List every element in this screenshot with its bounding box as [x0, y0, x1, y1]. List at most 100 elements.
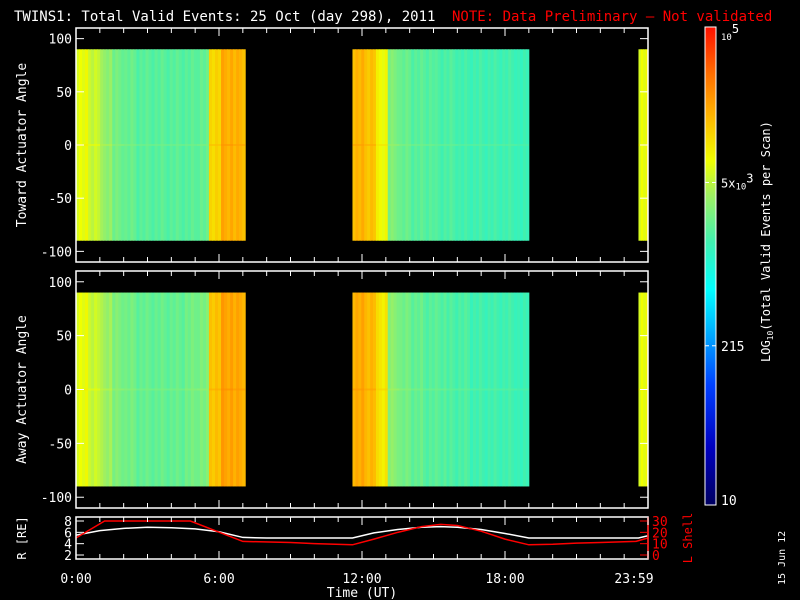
- heatmap-cell-zero-angle: [172, 388, 185, 391]
- x-tick-label: 23:59: [614, 572, 653, 587]
- y-tick-label: -100: [41, 245, 72, 260]
- heatmap-cell-zero-angle: [136, 144, 149, 146]
- tick-base: 10: [735, 182, 746, 192]
- y-tick-label: 100: [49, 276, 72, 291]
- heatmap-cell-zero-angle: [423, 388, 435, 391]
- heatmap-cell-zero-angle: [493, 144, 506, 146]
- heatmap-cell-zero-angle: [399, 388, 412, 391]
- x-tick-label: 0:00: [60, 572, 91, 587]
- heatmap-cell-zero-angle: [148, 144, 161, 146]
- heatmap-cell-zero-angle: [112, 388, 125, 391]
- colorbar-title-main: LOG: [759, 340, 773, 362]
- colorbar: LOG10(Total Valid Events per Scan) 1055x…: [704, 22, 775, 509]
- heatmap-cell-zero-angle: [375, 388, 388, 391]
- heatmap-cell-zero-angle: [100, 144, 113, 146]
- heatmap-cell-zero-angle: [387, 388, 400, 391]
- heatmap-cell-zero-angle: [124, 388, 137, 391]
- heatmap-cell-zero-angle: [399, 144, 412, 146]
- heatmap-cell-zero-angle: [493, 388, 506, 391]
- y2-tick-label: 30: [652, 515, 668, 530]
- colorbar-tick-label: 215: [721, 340, 744, 355]
- heatmap-cell-zero-angle: [172, 144, 185, 146]
- heatmap-cell-zero-angle: [112, 144, 125, 146]
- heatmap-cell-zero-angle: [160, 388, 173, 391]
- heatmap-cell-zero-angle: [458, 144, 471, 146]
- radius-line: [76, 525, 648, 539]
- y2-axis-label: L Shell: [681, 513, 695, 564]
- heatmap-cell-zero-angle: [517, 388, 529, 391]
- heatmap-cell-zero-angle: [423, 144, 435, 146]
- heatmap-cell-zero-angle: [184, 388, 197, 391]
- y-tick-label: -50: [49, 437, 72, 452]
- y-tick-label: 0: [64, 384, 72, 399]
- heatmap-cell-zero-angle: [481, 144, 494, 146]
- heatmap-cell-zero-angle: [148, 388, 161, 391]
- y2-tick-label: 10: [652, 538, 668, 553]
- heatmap-cell-zero-angle: [100, 388, 113, 391]
- preliminary-note: NOTE: Data Preliminary — Not validated: [452, 9, 772, 25]
- heatmap-cell-zero-angle: [352, 388, 365, 391]
- colorbar-title: LOG10(Total Valid Events per Scan): [759, 121, 775, 362]
- colorbar-title-rest: (Total Valid Events per Scan): [759, 121, 773, 331]
- date-stamp: 15 Jun 12: [777, 531, 788, 585]
- heatmap-cell-zero-angle: [88, 388, 101, 391]
- heatmap-cell-zero-angle: [221, 388, 234, 391]
- colorbar-title-sub: 10: [766, 330, 775, 340]
- heatmap-cell-zero-angle: [411, 144, 424, 146]
- y-tick-label: 8: [64, 515, 72, 530]
- heatmap-cell-zero-angle: [458, 388, 471, 391]
- heatmap-cell-zero-angle: [352, 144, 365, 146]
- heatmap-cell-zero-angle: [364, 388, 376, 391]
- heatmap-cell-zero-angle: [196, 388, 209, 391]
- heatmap-cell-zero-angle: [208, 144, 222, 146]
- heatmap-cell-zero-angle: [184, 144, 197, 146]
- y-tick-label: 6: [64, 526, 72, 541]
- heatmap-cell-zero-angle: [221, 144, 234, 146]
- colorbar-tick-label: 10: [721, 494, 737, 509]
- heatmap-cell-zero-angle: [375, 144, 388, 146]
- heatmap-cell-zero-angle: [505, 388, 518, 391]
- tick-exponent: 3: [746, 171, 753, 185]
- heatmap-panel-0: 100 50 0 -50 -100 Toward Actuator Angle: [15, 27, 649, 263]
- y-tick-label: 0: [64, 139, 72, 154]
- heatmap-cell-zero-angle: [88, 144, 101, 146]
- heatmap-cell-zero-angle: [434, 388, 447, 391]
- heatmap-cell-zero-angle: [434, 144, 447, 146]
- y-tick-label: 4: [64, 538, 72, 553]
- colorbar-scale: [704, 26, 717, 506]
- x-tick-label: 18:00: [485, 572, 524, 587]
- heatmap-cell-zero-angle: [505, 144, 518, 146]
- y-axis-label: Toward Actuator Angle: [15, 63, 30, 228]
- y-axis-label: R [RE]: [15, 516, 29, 559]
- y-tick-label: 50: [56, 330, 72, 345]
- y2-tick-label: 20: [652, 526, 668, 541]
- heatmap-cell-zero-angle: [208, 388, 222, 391]
- colorbar-tick-label: 105: [721, 22, 739, 43]
- x-tick-label: 12:00: [342, 572, 381, 587]
- y-tick-label: 100: [49, 33, 72, 48]
- x-axis-label: Time (UT): [327, 586, 397, 600]
- heatmap-cell-zero-angle: [364, 144, 376, 146]
- heatmap-cell-zero-angle: [387, 144, 400, 146]
- plot-title: TWINS1: Total Valid Events: 25 Oct (day …: [14, 9, 435, 25]
- y-tick-label: -100: [41, 491, 72, 506]
- colorbar-tick-label: 5x103: [721, 171, 754, 192]
- heatmap-cell-zero-angle: [160, 144, 173, 146]
- heatmap-cell-zero-angle: [124, 144, 137, 146]
- heatmap-cell-zero-angle: [233, 144, 246, 146]
- heatmap-cell-zero-angle: [136, 388, 149, 391]
- tick-exponent: 5: [732, 22, 739, 36]
- heatmap-cell-zero-angle: [446, 388, 459, 391]
- heatmap-panel-1: 100 50 0 -50 -100 Away Actuator Angle: [15, 270, 649, 509]
- y-tick-label: -50: [49, 192, 72, 207]
- tick-base: 10: [721, 33, 732, 43]
- heatmap-cell-zero-angle: [481, 388, 494, 391]
- tick-prefix: 5x: [721, 176, 735, 190]
- y2-tick-label: 0: [652, 549, 660, 564]
- y-tick-label: 2: [64, 549, 72, 564]
- heatmap-cell-zero-angle: [446, 144, 459, 146]
- heatmap-cell-zero-angle: [470, 388, 482, 391]
